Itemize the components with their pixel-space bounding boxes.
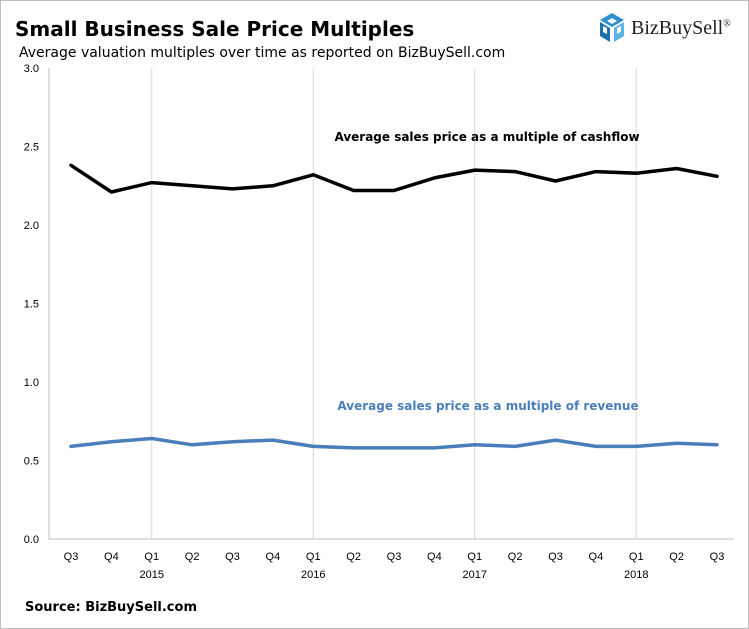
x-tick-label: Q4 <box>104 551 119 563</box>
series-label-revenue: Average sales price as a multiple of rev… <box>337 399 638 413</box>
series-label-cashflow: Average sales price as a multiple of cas… <box>334 130 639 144</box>
x-tick-label: Q1 <box>306 551 321 563</box>
chart-subtitle: Average valuation multiples over time as… <box>19 45 506 61</box>
y-tick-label: 1.5 <box>24 299 39 311</box>
trademark-symbol: ® <box>723 17 731 29</box>
bizbuysell-cube-icon <box>600 13 624 42</box>
x-tick-label: Q4 <box>266 551 281 563</box>
x-year-label: 2015 <box>140 569 164 581</box>
source-note: Source: BizBuySell.com <box>25 600 197 615</box>
x-year-label: 2018 <box>624 569 648 581</box>
y-tick-label: 1.0 <box>24 377 39 389</box>
x-year-label: 2017 <box>463 569 487 581</box>
brand-logo: BizBuySell® <box>597 11 731 45</box>
chart-title: Small Business Sale Price Multiples <box>15 17 415 41</box>
x-tick-label: Q3 <box>387 551 402 563</box>
y-tick-label: 0.0 <box>24 534 39 546</box>
brand-name: BizBuySell® <box>631 16 731 39</box>
x-tick-label: Q3 <box>225 551 240 563</box>
y-tick-label: 2.0 <box>24 220 39 232</box>
x-tick-label: Q4 <box>427 551 442 563</box>
y-tick-label: 3.0 <box>24 63 39 75</box>
x-tick-label: Q2 <box>669 551 684 563</box>
x-tick-label: Q3 <box>64 551 79 563</box>
x-tick-label: Q3 <box>548 551 563 563</box>
x-tick-label: Q4 <box>589 551 604 563</box>
x-tick-label: Q1 <box>629 551 644 563</box>
x-tick-label: Q2 <box>346 551 361 563</box>
x-tick-label: Q3 <box>710 551 725 563</box>
x-year-label: 2016 <box>301 569 325 581</box>
y-tick-label: 0.5 <box>24 456 39 468</box>
x-tick-label: Q1 <box>467 551 482 563</box>
x-tick-label: Q1 <box>144 551 159 563</box>
x-tick-label: Q2 <box>185 551 200 563</box>
y-tick-label: 2.5 <box>24 142 39 154</box>
series-line-revenue <box>69 436 719 450</box>
series-line-cashflow <box>69 163 719 194</box>
x-tick-label: Q2 <box>508 551 523 563</box>
